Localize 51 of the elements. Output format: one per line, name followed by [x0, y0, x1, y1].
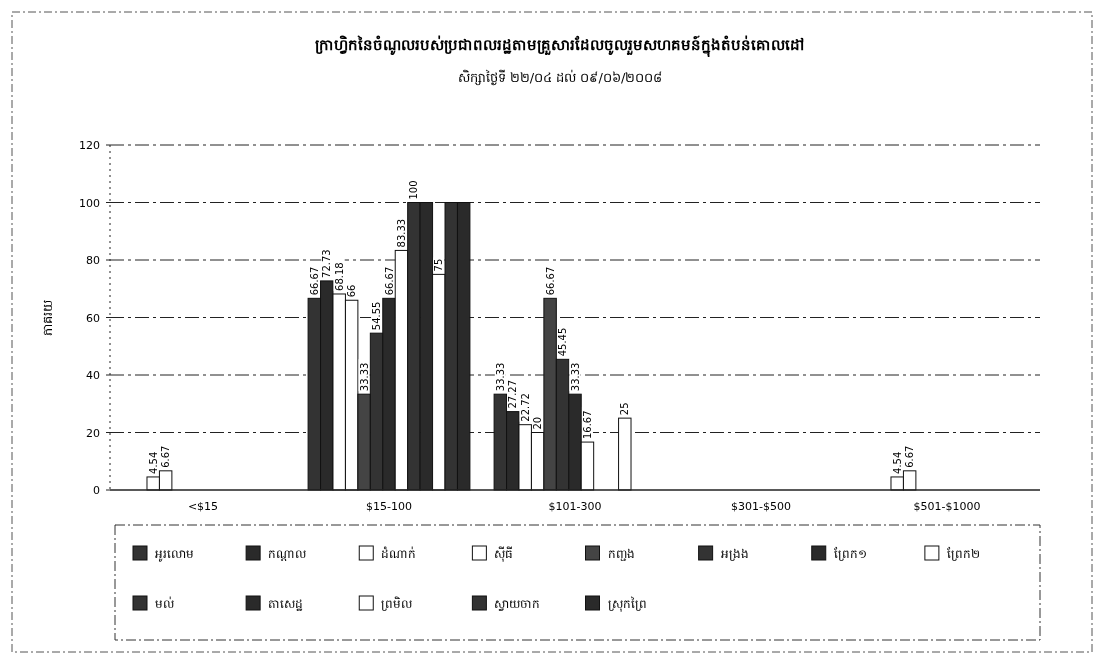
- data-label: 16.67: [581, 410, 593, 440]
- data-label: 100: [408, 180, 420, 200]
- legend-label: ស្រុកព្រៃ: [607, 596, 647, 612]
- data-label: 20: [532, 416, 544, 430]
- data-label: 66.67: [383, 266, 395, 296]
- data-label: 66: [346, 284, 358, 298]
- data-label: 6.67: [160, 445, 172, 468]
- y-tick-label: 0: [93, 484, 100, 497]
- data-label: 45.45: [557, 327, 569, 357]
- data-label: 83.33: [395, 218, 407, 248]
- data-label: 66.67: [308, 266, 320, 296]
- data-label: 33.33: [494, 362, 506, 392]
- x-tick-label: $15-100: [366, 500, 412, 513]
- legend-label: អង្រង: [720, 547, 749, 561]
- legend-label: ស្វាយចាក: [494, 597, 541, 611]
- y-tick-label: 60: [86, 311, 100, 325]
- data-label: 68.18: [333, 262, 345, 291]
- legend-label: កណ្ដាល: [268, 547, 307, 561]
- chart-title: ក្រាហ្វិកនៃចំណូលរបស់ប្រជាពលរដ្ឋតាមគ្រួសារដែលចូលរួមសហគមន៍ក្នុងតំបន់គោលដៅ: [315, 35, 805, 57]
- legend-label: ដំណាក់: [381, 546, 417, 561]
- data-label: 25: [619, 402, 631, 416]
- chart-subtitle: សិក្សាថ្ងៃទី ២២/០៤ ដល់ ០៩/០៦/២០០៨: [457, 69, 663, 86]
- data-label: 75: [433, 258, 445, 272]
- data-label: 33.33: [569, 362, 581, 392]
- data-label: 33.33: [358, 362, 370, 392]
- y-tick-label: 80: [86, 254, 100, 267]
- data-label: 54.55: [371, 301, 383, 331]
- x-tick-label: $501-$1000: [913, 500, 981, 513]
- legend-label: កញ្ជង: [607, 547, 635, 561]
- y-tick-label: 20: [86, 426, 100, 440]
- legend-label: អូរលោម: [155, 547, 194, 562]
- y-tick-label: 100: [79, 196, 100, 210]
- data-label: 6.67: [904, 445, 916, 468]
- y-tick-label: 40: [86, 369, 100, 382]
- y-tick-label: 120: [79, 139, 100, 152]
- x-tick-label: $301-$500: [731, 500, 791, 513]
- data-label: 22.72: [519, 393, 531, 422]
- x-tick-label: <$15: [187, 500, 219, 513]
- data-label: 27.27: [507, 379, 519, 409]
- data-label: 4.54: [147, 451, 159, 474]
- legend-label: មល់: [155, 596, 174, 611]
- legend-label: ព្រែក១: [833, 546, 867, 561]
- data-label: 66.67: [544, 266, 556, 296]
- y-axis-title: ភាគរយ: [40, 299, 55, 336]
- legend-label: ស៊ីធី: [494, 546, 514, 562]
- legend-label: ព្រមិល: [381, 596, 413, 611]
- data-label: 4.54: [891, 451, 903, 474]
- legend-label: ព្រែក២: [946, 546, 980, 561]
- x-tick-label: $101-300: [548, 500, 602, 513]
- legend-label: តាសេដ្ឋ: [268, 597, 304, 611]
- data-label: 72.73: [321, 249, 333, 278]
